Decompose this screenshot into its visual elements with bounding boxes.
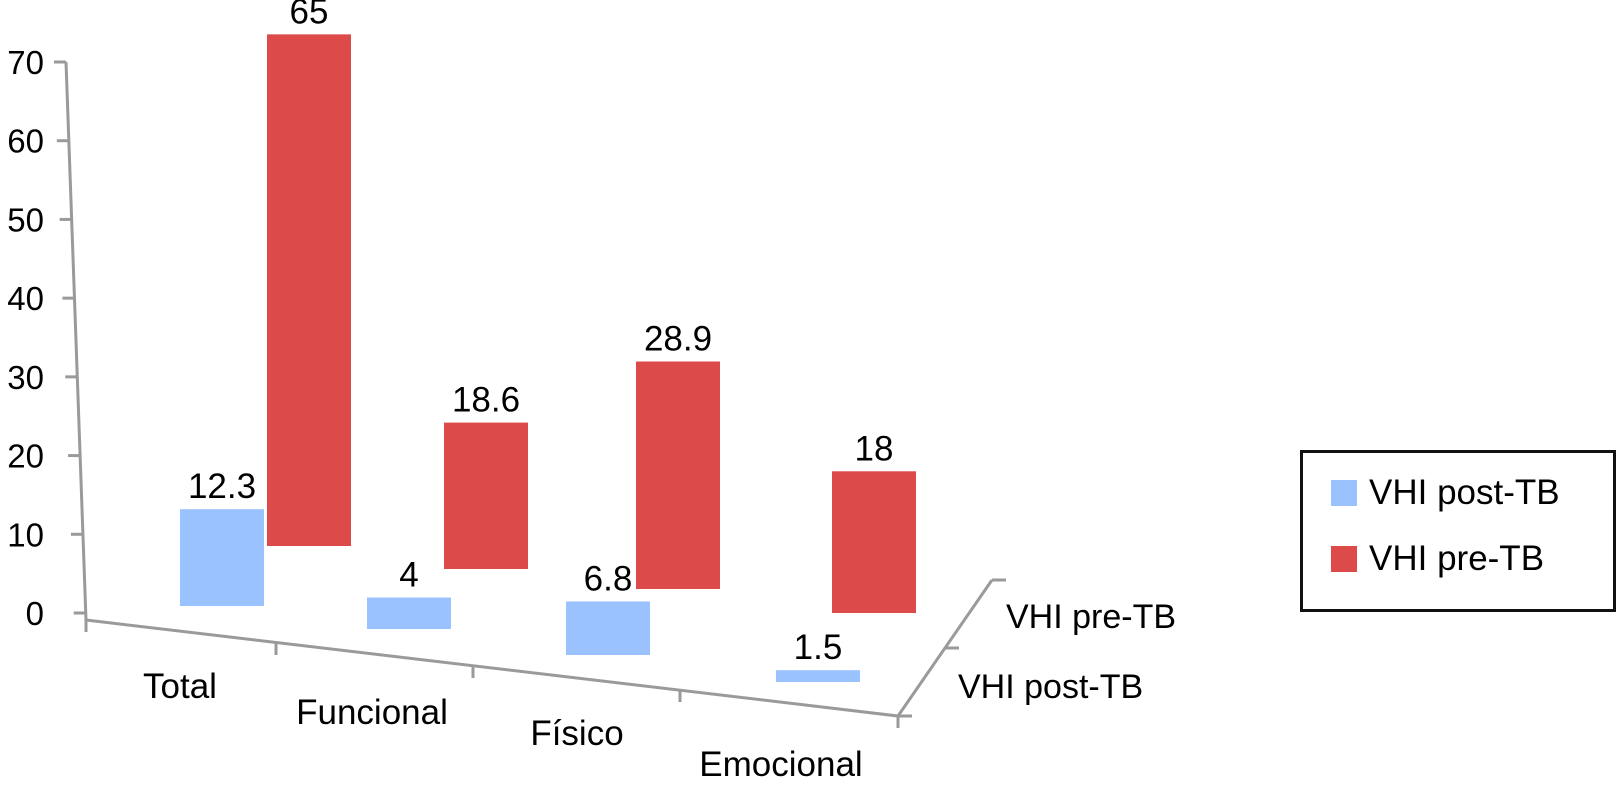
- y-tick-label: 70: [7, 44, 44, 81]
- legend-swatch-pre: [1331, 546, 1357, 572]
- data-label: 4: [399, 556, 418, 595]
- bar-pre: [636, 361, 720, 589]
- bar-post: [566, 601, 650, 655]
- legend-label-pre: VHI pre-TB: [1369, 539, 1545, 578]
- y-tick-label: 0: [26, 595, 44, 632]
- data-label: 18.6: [452, 381, 520, 420]
- category-label: Emocional: [699, 745, 862, 784]
- y-tick-label: 40: [7, 280, 44, 317]
- bar-post: [367, 597, 451, 629]
- data-label: 6.8: [584, 559, 633, 598]
- chart-bars: [180, 34, 916, 682]
- data-label: 1.5: [794, 628, 843, 667]
- chart-labels: VHI pre-TB VHI post-TB Total Funcional Físic…: [143, 0, 1176, 784]
- y-tick-label: 30: [7, 359, 44, 396]
- bar-pre: [832, 471, 916, 613]
- data-label: 65: [290, 0, 329, 31]
- data-label: 12.3: [188, 467, 256, 506]
- category-label: Físico: [530, 714, 623, 753]
- y-tick-label: 20: [7, 438, 44, 475]
- bar-pre: [267, 34, 351, 546]
- legend-item-pre: VHI pre-TB: [1331, 539, 1544, 579]
- y-tick-label: 50: [7, 201, 44, 238]
- legend-swatch-post: [1331, 480, 1357, 506]
- category-label: Total: [143, 667, 217, 706]
- y-tick-label: 60: [7, 123, 44, 160]
- depth-label-post: VHI post-TB: [958, 668, 1143, 706]
- value-axis-line: [64, 61, 88, 621]
- bar-post: [180, 509, 264, 606]
- legend-item-post: VHI post-TB: [1331, 473, 1560, 513]
- category-label: Funcional: [296, 693, 448, 732]
- category-axis-line: [85, 618, 899, 718]
- chart-legend: VHI post-TB VHI pre-TB: [1300, 450, 1616, 612]
- depth-label-pre: VHI pre-TB: [1006, 598, 1176, 636]
- data-label: 18: [855, 429, 894, 468]
- chart-axes: 0 10 20 30 40 50 60 70: [7, 44, 1006, 728]
- data-label: 28.9: [644, 320, 712, 359]
- bar-pre: [444, 422, 528, 569]
- bar-post: [776, 670, 860, 682]
- y-tick-label: 10: [7, 516, 44, 553]
- legend-label-post: VHI post-TB: [1369, 473, 1560, 512]
